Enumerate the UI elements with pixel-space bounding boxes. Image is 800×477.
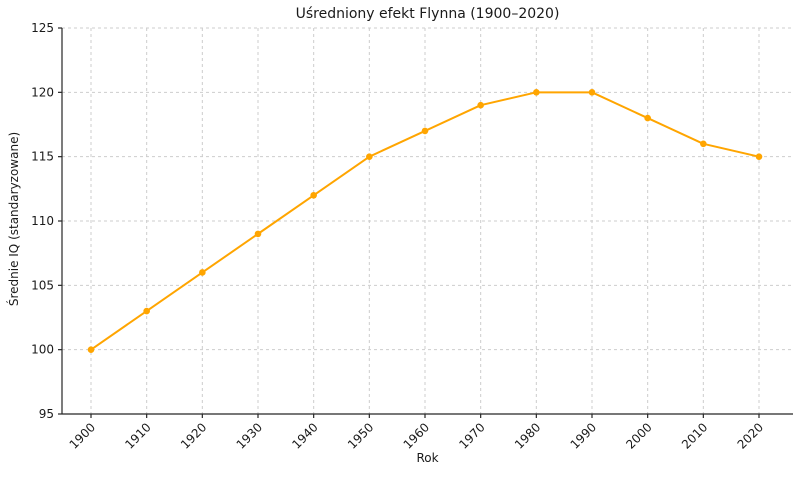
x-tick-label: 1950 <box>345 420 376 451</box>
data-point <box>199 269 206 276</box>
x-tick-label: 1960 <box>401 420 432 451</box>
x-tick-label: 1980 <box>512 420 543 451</box>
x-tick-label: 2010 <box>679 420 710 451</box>
x-tick-label: 1940 <box>289 420 320 451</box>
chart-title: Uśredniony efekt Flynna (1900–2020) <box>295 6 560 22</box>
data-point <box>421 127 429 135</box>
x-tick-label: 2020 <box>735 420 766 451</box>
y-tick-label: 125 <box>31 21 54 35</box>
x-tick-label: 1900 <box>67 420 98 451</box>
data-point <box>254 230 262 238</box>
data-point <box>143 307 150 315</box>
x-tick-label: 1910 <box>122 420 153 451</box>
x-tick-label: 1930 <box>234 420 265 451</box>
data-point <box>644 114 651 122</box>
data-point <box>310 191 317 199</box>
data-point <box>533 89 540 96</box>
x-tick-label: 2000 <box>623 420 654 451</box>
data-point <box>366 153 373 160</box>
y-tick-label: 95 <box>39 407 54 421</box>
y-tick-label: 110 <box>31 214 54 228</box>
y-tick-label: 100 <box>31 343 54 357</box>
data-point <box>87 346 95 353</box>
y-tick-label: 120 <box>31 85 54 99</box>
x-tick-label: 1970 <box>456 420 487 451</box>
data-point <box>700 140 707 148</box>
x-axis-label: Rok <box>416 451 439 465</box>
x-tick-label: 1990 <box>568 420 599 451</box>
data-point <box>755 153 763 160</box>
y-tick-label: 115 <box>31 150 54 164</box>
data-point <box>477 101 484 109</box>
y-tick-label: 105 <box>31 278 54 292</box>
data-point <box>588 89 596 96</box>
x-tick-label: 1920 <box>178 420 209 451</box>
